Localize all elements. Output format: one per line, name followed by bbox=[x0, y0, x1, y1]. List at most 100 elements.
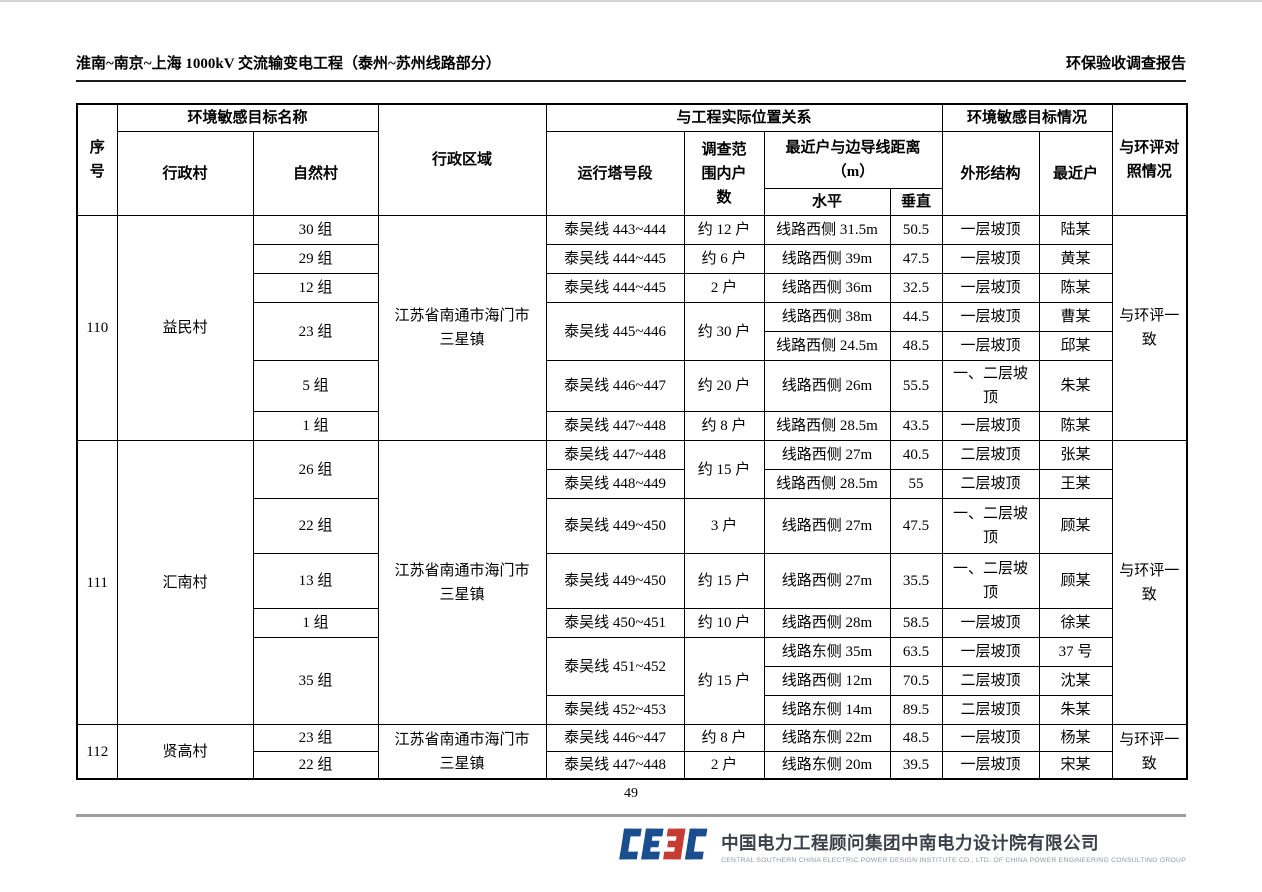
cell-shape: 一层坡顶 bbox=[941, 637, 1040, 667]
table-row: 111 汇南村 26 组 江苏省南通市海门市三星镇 泰吴线 447~448 约 … bbox=[76, 440, 1188, 725]
cell-horizontal: 线路西侧 12m bbox=[763, 666, 891, 696]
cell-vertical: 50.5 bbox=[889, 215, 943, 245]
col-position-group: 与工程实际位置关系 bbox=[545, 103, 943, 132]
cell-vertical: 47.5 bbox=[889, 244, 943, 274]
cell-region: 江苏省南通市海门市三星镇 bbox=[377, 440, 547, 725]
cell-tower: 泰吴线 447~448 bbox=[545, 411, 685, 441]
cell-nearest: 徐某 bbox=[1038, 608, 1113, 638]
cell-shape: 一层坡顶 bbox=[941, 751, 1040, 780]
cell-horizontal: 线路西侧 28.5m bbox=[763, 469, 891, 499]
cell-nearest: 黄某 bbox=[1038, 244, 1113, 274]
table-row: 线路西侧 12m 70.5 二层坡顶 沈某 bbox=[77, 666, 1187, 696]
cell-households: 2 户 bbox=[683, 751, 765, 780]
cell-horizontal: 线路西侧 27m bbox=[763, 440, 891, 470]
cell-seq: 110 bbox=[76, 215, 118, 441]
cell-nearest: 杨某 bbox=[1038, 724, 1113, 752]
col-tower-segment: 运行塔号段 bbox=[545, 131, 685, 216]
cell-region: 江苏省南通市海门市三星镇 bbox=[377, 724, 547, 780]
col-target-name-group: 环境敏感目标名称 bbox=[116, 103, 379, 132]
cell-shape: 一层坡顶 bbox=[941, 273, 1040, 303]
cell-vertical: 70.5 bbox=[889, 666, 943, 696]
cell-eia: 与环评一致 bbox=[1111, 440, 1188, 725]
cell-nearest: 朱某 bbox=[1038, 695, 1113, 725]
cell-vertical: 48.5 bbox=[889, 331, 943, 361]
page-number: 49 bbox=[624, 786, 638, 801]
col-status-group: 环境敏感目标情况 bbox=[941, 103, 1113, 132]
footer-divider bbox=[76, 814, 1186, 817]
table-row: 12 组 泰吴线 444~445 2 户 线路西侧 36m 32.5 一层坡顶 … bbox=[77, 273, 1187, 303]
cell-natural-village: 35 组 bbox=[252, 637, 379, 725]
cell-natural-village: 30 组 bbox=[252, 215, 379, 245]
table-row: 5 组 泰吴线 446~447 约 20 户 线路西侧 26m 55.5 一、二… bbox=[77, 360, 1187, 412]
cell-natural-village: 26 组 bbox=[252, 440, 379, 499]
cell-tower: 泰吴线 444~445 bbox=[545, 244, 685, 274]
cell-eia: 与环评一致 bbox=[1111, 724, 1188, 780]
cell-natural-village: 13 组 bbox=[252, 553, 379, 609]
cell-households: 约 15 户 bbox=[683, 637, 765, 725]
cell-shape: 一层坡顶 bbox=[941, 215, 1040, 245]
cell-horizontal: 线路西侧 36m bbox=[763, 273, 891, 303]
col-natural-village: 自然村 bbox=[252, 131, 379, 216]
cell-shape: 一层坡顶 bbox=[941, 302, 1040, 332]
cell-shape: 一、二层坡顶 bbox=[941, 498, 1040, 554]
cell-seq: 111 bbox=[76, 440, 118, 725]
cell-nearest: 陆某 bbox=[1038, 215, 1113, 245]
cell-horizontal: 线路东侧 20m bbox=[763, 751, 891, 780]
cell-tower: 泰吴线 449~450 bbox=[545, 553, 685, 609]
col-nearest: 最近户 bbox=[1038, 131, 1113, 216]
cell-tower: 泰吴线 447~448 bbox=[545, 751, 685, 780]
table-row: 22 组 泰吴线 449~450 3 户 线路西侧 27m 47.5 一、二层坡… bbox=[77, 498, 1187, 554]
header-report-title: 环保验收调查报告 bbox=[1065, 56, 1186, 72]
cell-vertical: 55 bbox=[889, 469, 943, 499]
cell-nearest: 宋某 bbox=[1038, 751, 1113, 780]
cesc-logo-icon bbox=[619, 826, 711, 867]
cell-tower: 泰吴线 448~449 bbox=[545, 469, 685, 499]
cell-tower: 泰吴线 445~446 bbox=[545, 302, 685, 361]
col-households: 调查范围内户数 bbox=[683, 131, 765, 216]
cell-nearest: 顾某 bbox=[1038, 553, 1113, 609]
cell-tower: 泰吴线 447~448 bbox=[545, 440, 685, 470]
cell-tower: 泰吴线 449~450 bbox=[545, 498, 685, 554]
cell-households: 约 20 户 bbox=[683, 360, 765, 412]
cell-horizontal: 线路西侧 39m bbox=[763, 244, 891, 274]
col-region: 行政区域 bbox=[377, 103, 547, 216]
table-row: 泰吴线 448~449 线路西侧 28.5m 55 二层坡顶 王某 bbox=[77, 469, 1187, 499]
cell-vertical: 35.5 bbox=[889, 553, 943, 609]
company-footer: 中国电力工程顾问集团中南电力设计院有限公司 CENTRAL SOUTHERN C… bbox=[76, 826, 1186, 867]
cell-vertical: 55.5 bbox=[889, 360, 943, 412]
cell-nearest: 37 号 bbox=[1038, 637, 1113, 667]
cell-shape: 一层坡顶 bbox=[941, 608, 1040, 638]
cell-natural-village: 23 组 bbox=[252, 724, 379, 752]
cell-nearest: 邱某 bbox=[1038, 331, 1113, 361]
table-row: 22 组 泰吴线 447~448 2 户 线路东侧 20m 39.5 一层坡顶 … bbox=[77, 751, 1187, 780]
cell-shape: 二层坡顶 bbox=[941, 469, 1040, 499]
cell-shape: 一层坡顶 bbox=[941, 411, 1040, 441]
cell-vertical: 58.5 bbox=[889, 608, 943, 638]
table-row: 29 组 泰吴线 444~445 约 6 户 线路西侧 39m 47.5 一层坡… bbox=[77, 244, 1187, 274]
cell-tower: 泰吴线 444~445 bbox=[545, 273, 685, 303]
table-row: 泰吴线 452~453 线路东侧 14m 89.5 二层坡顶 朱某 bbox=[77, 695, 1187, 725]
document-page: 淮南~南京~上海 1000kV 交流输变电工程（泰州~苏州线路部分） 环保验收调… bbox=[0, 52, 1262, 867]
cell-shape: 二层坡顶 bbox=[941, 695, 1040, 725]
cell-vertical: 89.5 bbox=[889, 695, 943, 725]
cell-vertical: 47.5 bbox=[889, 498, 943, 554]
cell-shape: 二层坡顶 bbox=[941, 666, 1040, 696]
table-row: 线路西侧 24.5m 48.5 一层坡顶 邱某 bbox=[77, 331, 1187, 361]
cell-households: 约 10 户 bbox=[683, 608, 765, 638]
cell-admin-village: 汇南村 bbox=[116, 440, 254, 725]
cell-nearest: 沈某 bbox=[1038, 666, 1113, 696]
cell-horizontal: 线路西侧 26m bbox=[763, 360, 891, 412]
cell-nearest: 陈某 bbox=[1038, 411, 1113, 441]
cell-nearest: 张某 bbox=[1038, 440, 1113, 470]
cell-tower: 泰吴线 450~451 bbox=[545, 608, 685, 638]
cell-eia: 与环评一致 bbox=[1111, 215, 1188, 441]
cell-tower: 泰吴线 446~447 bbox=[545, 724, 685, 752]
cell-horizontal: 线路东侧 35m bbox=[763, 637, 891, 667]
cell-vertical: 32.5 bbox=[889, 273, 943, 303]
cell-nearest: 曹某 bbox=[1038, 302, 1113, 332]
cell-shape: 一层坡顶 bbox=[941, 244, 1040, 274]
cell-natural-village: 1 组 bbox=[252, 608, 379, 638]
company-name-block: 中国电力工程顾问集团中南电力设计院有限公司 CENTRAL SOUTHERN C… bbox=[721, 830, 1186, 864]
cell-natural-village: 23 组 bbox=[252, 302, 379, 361]
cell-shape: 一层坡顶 bbox=[941, 724, 1040, 752]
